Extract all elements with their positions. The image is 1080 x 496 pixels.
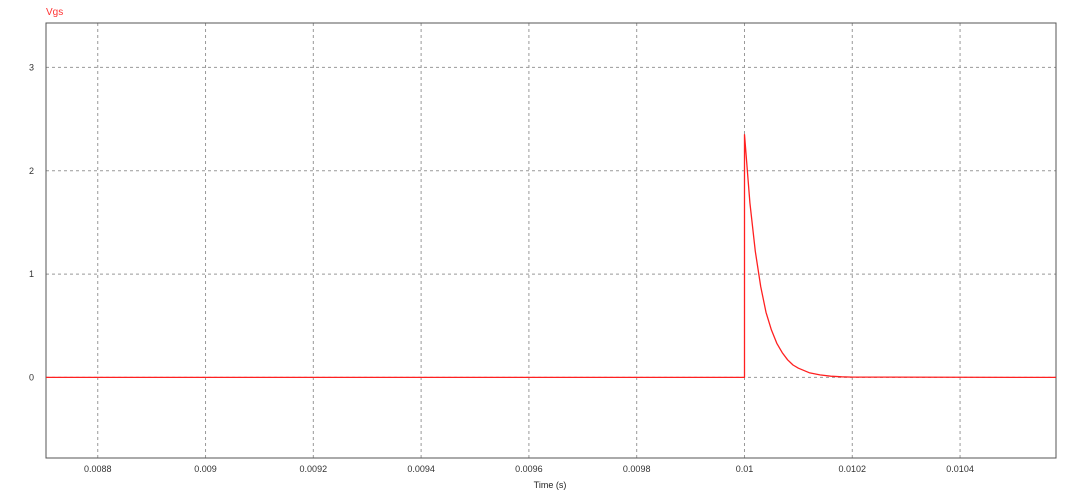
y-tick-label: 2 <box>29 166 34 176</box>
x-tick-label: 0.0092 <box>300 464 328 474</box>
chart-title: Vgs <box>46 7 63 18</box>
series-layer <box>46 133 1057 379</box>
x-tick-label: 0.0102 <box>839 464 867 474</box>
plot-frame <box>45 22 1057 459</box>
x-tick-label: 0.0104 <box>946 464 974 474</box>
x-tick-label: 0.0088 <box>84 464 112 474</box>
x-tick-label: 0.009 <box>194 464 217 474</box>
grid <box>46 23 1056 458</box>
y-tick-label: 3 <box>29 62 34 72</box>
x-tick-label: 0.01 <box>736 464 754 474</box>
x-tick-label: 0.0094 <box>407 464 435 474</box>
y-tick-label: 1 <box>29 269 34 279</box>
y-axis: 0 1 2 3 <box>29 62 34 382</box>
series-line-vgs <box>46 133 1057 379</box>
x-axis-label: Time (s) <box>534 480 567 490</box>
x-tick-label: 0.0096 <box>515 464 543 474</box>
x-tick-label: 0.0098 <box>623 464 651 474</box>
x-axis: 0.0088 0.009 0.0092 0.0094 0.0096 0.0098 0.01 0… <box>84 464 974 474</box>
y-tick-label: 0 <box>29 372 34 382</box>
